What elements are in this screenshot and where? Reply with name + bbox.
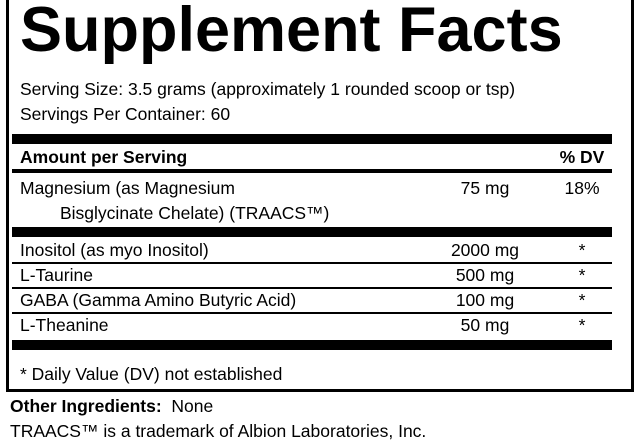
- ingredient-dv: *: [578, 240, 586, 260]
- row-divider: [12, 262, 612, 264]
- supplement-facts-panel: [6, 0, 634, 392]
- magnesium-name-line1: Magnesium (as Magnesium: [20, 178, 235, 198]
- ingredient-amount: 100 mg: [455, 290, 515, 310]
- medium-divider: [12, 169, 612, 173]
- trademark-notice: TRAACS™ is a trademark of Albion Laborat…: [10, 421, 427, 441]
- row-divider: [12, 287, 612, 289]
- magnesium-amount: 75 mg: [460, 178, 510, 198]
- row-divider: [12, 312, 612, 314]
- other-ingredients: Other Ingredients: None: [10, 396, 213, 417]
- amount-per-serving-header: Amount per Serving: [20, 147, 188, 167]
- servings-per-container: Servings Per Container: 60: [20, 104, 231, 124]
- dv-header: % DV: [559, 147, 605, 167]
- ingredient-name: L-Taurine: [20, 265, 93, 285]
- ingredient-dv: *: [578, 265, 586, 285]
- ingredient-amount: 500 mg: [455, 265, 515, 285]
- thick-divider: [12, 227, 612, 237]
- ingredient-dv: *: [578, 290, 586, 310]
- serving-size: Serving Size: 3.5 grams (approximately 1…: [20, 79, 516, 99]
- other-ingredients-value: None: [171, 396, 214, 416]
- ingredient-amount: 50 mg: [460, 315, 510, 335]
- ingredient-dv: *: [578, 315, 586, 335]
- magnesium-name-line2: Bisglycinate Chelate) (TRAACS™): [60, 203, 330, 223]
- other-ingredients-label: Other Ingredients:: [10, 396, 162, 416]
- thick-divider: [12, 134, 612, 144]
- ingredient-name: Inositol (as myo Inositol): [20, 240, 209, 260]
- ingredient-name: GABA (Gamma Amino Butyric Acid): [20, 290, 297, 310]
- panel-title: Supplement Facts: [20, 0, 563, 65]
- ingredient-name: L-Theanine: [20, 315, 109, 335]
- ingredient-amount: 2000 mg: [450, 240, 520, 260]
- thick-divider: [12, 340, 612, 350]
- footnote: * Daily Value (DV) not established: [20, 364, 283, 384]
- magnesium-dv: 18%: [564, 178, 600, 198]
